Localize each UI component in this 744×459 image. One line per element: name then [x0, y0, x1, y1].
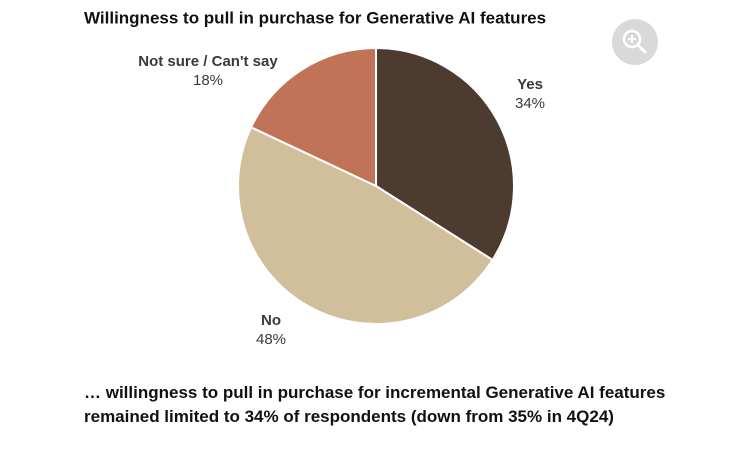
slice-label: No: [261, 312, 281, 329]
zoom-lens: [622, 29, 642, 49]
slice-label: Not sure / Can't say: [138, 53, 278, 70]
chart: Willingness to pull in purchase for Gene…: [84, 8, 658, 348]
zoom-circle[interactable]: [612, 19, 658, 65]
slice-value-label: 18%: [193, 72, 223, 89]
slice-label: Yes: [517, 76, 543, 93]
zoom-button[interactable]: [612, 19, 658, 65]
caption: … willingness to pull in purchase for in…: [84, 383, 666, 426]
pie-slice: [237, 125, 494, 325]
chart-title: Willingness to pull in purchase for Gene…: [84, 8, 546, 27]
zoom-handle: [636, 43, 647, 54]
pie-slice: [249, 46, 377, 188]
slice-value-label: 34%: [515, 95, 545, 112]
slice-value-label: 48%: [256, 331, 286, 348]
